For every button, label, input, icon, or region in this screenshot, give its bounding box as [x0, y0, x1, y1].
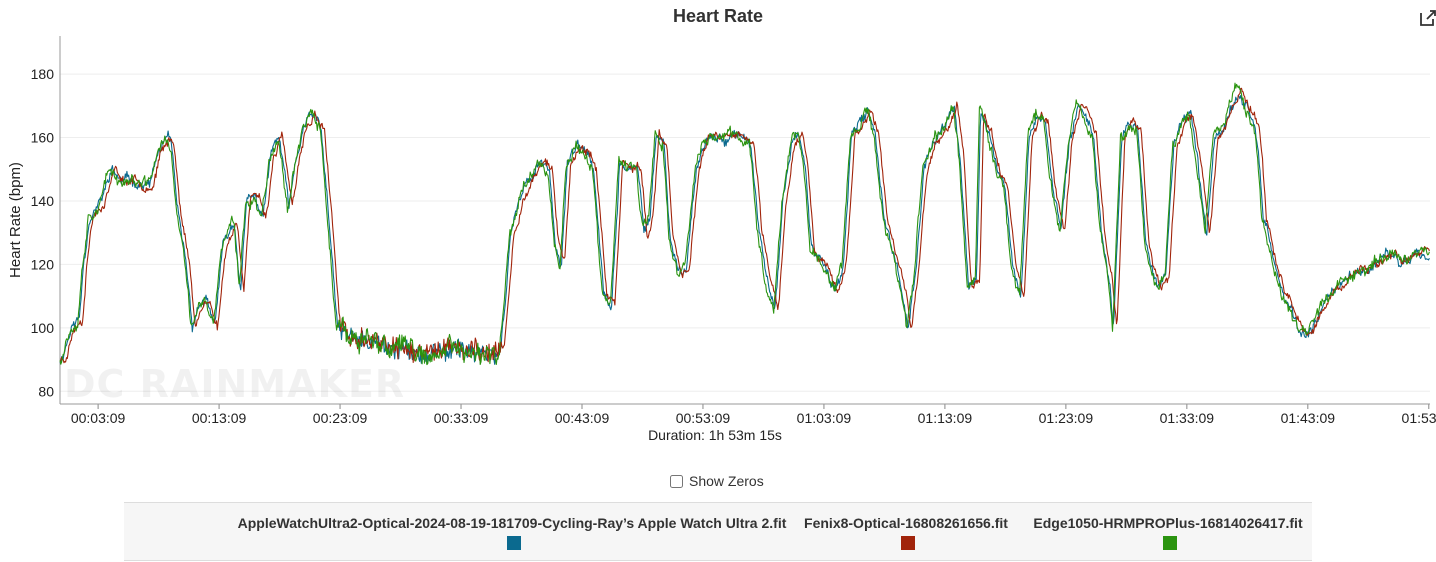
- legend: AppleWatchUltra2-Optical-2024-08-19-1817…: [124, 502, 1312, 561]
- legend-swatch: [901, 536, 915, 550]
- chart-title: Heart Rate: [672, 6, 764, 26]
- legend-item-edge1050[interactable]: Edge1050-HRMPROPlus-16814026417.fit: [1020, 513, 1316, 553]
- x-tick-label: 01:03:09: [797, 410, 852, 426]
- x-tick-label: 01:43:09: [1281, 410, 1336, 426]
- y-tick-label: 140: [31, 193, 55, 209]
- show-zeros-checkbox[interactable]: [670, 474, 683, 488]
- x-tick-label: 00:13:09: [192, 410, 247, 426]
- x-tick-label: 01:13:09: [918, 410, 973, 426]
- watermark: DC RAINMAKER: [64, 362, 406, 406]
- x-tick-label: 01:33:09: [1160, 410, 1215, 426]
- y-tick-label: 100: [31, 320, 55, 336]
- legend-swatch: [1163, 536, 1177, 550]
- x-tick-label: 01:53:09: [1402, 410, 1436, 426]
- series-line: [59, 82, 1430, 366]
- x-axis-label: Duration: 1h 53m 15s: [648, 427, 782, 443]
- y-tick-label: 160: [31, 130, 55, 146]
- x-tick-label: 00:03:09: [71, 410, 126, 426]
- series-line: [59, 94, 1430, 365]
- series-line: [59, 87, 1430, 364]
- y-axis-label: Heart Rate (bpm): [7, 162, 24, 278]
- legend-item-fenix8[interactable]: Fenix8-Optical-16808261656.fit: [788, 513, 1024, 553]
- heart-rate-chart: 80 100 120 140 160 180 00:03:09 00:13:09 00:23:0…: [7, 36, 1436, 443]
- legend-label: AppleWatchUltra2-Optical-2024-08-19-1817…: [237, 515, 787, 531]
- legend-swatch: [507, 536, 521, 550]
- legend-label: Fenix8-Optical-16808261656.fit: [804, 515, 1008, 531]
- x-tick-label: 00:23:09: [313, 410, 368, 426]
- y-tick-label: 180: [31, 66, 55, 82]
- x-tick-label: 00:53:09: [676, 410, 731, 426]
- external-link-icon[interactable]: [1418, 8, 1436, 28]
- x-tick-label: 01:23:09: [1039, 410, 1094, 426]
- show-zeros-toggle[interactable]: Show Zeros: [670, 473, 764, 489]
- legend-label: Edge1050-HRMPROPlus-16814026417.fit: [1033, 515, 1303, 531]
- y-tick-label: 80: [38, 383, 54, 399]
- legend-item-apple-watch[interactable]: AppleWatchUltra2-Optical-2024-08-19-1817…: [232, 513, 792, 553]
- y-tick-label: 120: [31, 256, 55, 272]
- show-zeros-label: Show Zeros: [689, 473, 764, 489]
- x-tick-label: 00:43:09: [555, 410, 610, 426]
- x-tick-label: 00:33:09: [434, 410, 489, 426]
